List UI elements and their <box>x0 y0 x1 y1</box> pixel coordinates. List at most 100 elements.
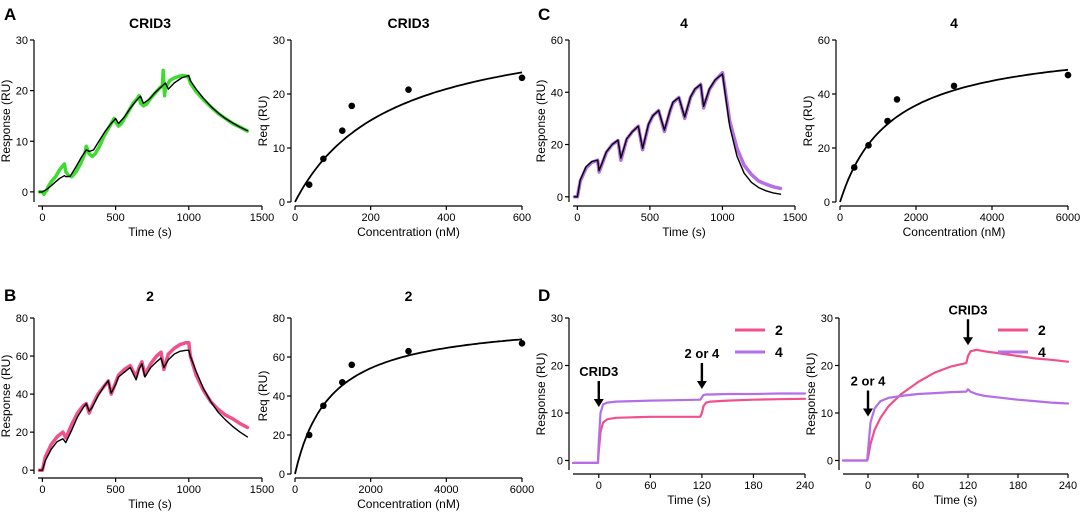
y-tick-label-c2-2: 40 <box>818 89 830 101</box>
chart-title-a1: CRID3 <box>129 15 171 31</box>
series-line-d1-2 <box>571 397 807 464</box>
x-tick-label-a2-0: 0 <box>292 212 298 224</box>
arrow-head-d1-0 <box>593 399 604 407</box>
y-tick-label-b1-0: 0 <box>22 465 28 477</box>
data-point-b2-5 <box>518 340 526 347</box>
chart-title-a2: CRID3 <box>387 15 429 31</box>
fit-curve-a2 <box>294 71 523 203</box>
arrow-head-d2-1 <box>963 337 973 346</box>
x-tick-label-c2-1: 2000 <box>904 212 928 224</box>
x-tick-label-b1-3: 1500 <box>250 484 274 496</box>
series-line-c1-fit <box>573 73 782 198</box>
panel-letter-d: D <box>538 286 550 305</box>
annotation-label-d2-0: 2 or 4 <box>851 374 886 389</box>
y-tick-label-b1-1: 20 <box>16 427 28 439</box>
y-tick-label-b1-4: 80 <box>16 313 28 325</box>
series-line-d2-4 <box>841 388 1070 462</box>
x-tick-label-a1-1: 500 <box>106 212 124 224</box>
y-tick-label-b2-0: 0 <box>279 469 285 481</box>
y-tick-label-d1-1: 10 <box>551 408 563 420</box>
data-point-c2-3 <box>893 96 901 103</box>
y-tick-label-c1-2: 40 <box>551 87 563 99</box>
y-tick-label-c2-3: 60 <box>818 35 830 47</box>
data-point-b2-3 <box>348 361 356 369</box>
y-tick-label-a2-2: 20 <box>273 89 285 101</box>
y-tick-label-a1-2: 20 <box>16 86 28 98</box>
y-tick-label-b2-3: 60 <box>273 352 285 364</box>
annotation-label-d1-0: CRID3 <box>579 364 618 379</box>
x-tick-label-d2-1: 60 <box>912 480 924 492</box>
x-tick-label-d2-3: 180 <box>1009 480 1027 492</box>
series-line-b1-data <box>37 340 250 472</box>
x-tick-label-b1-2: 1000 <box>177 484 201 496</box>
y-tick-label-a1-0: 0 <box>22 187 28 199</box>
legend-label-d2-2: 2 <box>1038 322 1046 338</box>
y-tick-label-d2-3: 30 <box>821 313 833 325</box>
y-tick-label-d1-0: 0 <box>557 456 563 468</box>
data-point-c2-1 <box>865 142 872 149</box>
data-point-a2-4 <box>405 86 412 93</box>
data-point-c2-0 <box>850 164 858 171</box>
chart-a2: CRID3 0 200 400 600 0 10 20 30 Concentration (nM)… <box>256 15 531 239</box>
x-tick-label-c1-1: 500 <box>641 212 659 224</box>
series-line-a1-fit <box>38 74 249 193</box>
fit-curve-c2 <box>839 68 1069 203</box>
y-axis-label-b1: Response (RU) <box>0 355 13 438</box>
x-tick-label-b1-0: 0 <box>39 484 45 496</box>
data-point-c2-4 <box>950 82 958 90</box>
panel-letter-c: C <box>538 5 550 24</box>
chart-title-c2: 4 <box>950 15 958 31</box>
x-tick-label-a1-3: 1500 <box>250 212 274 224</box>
data-point-a2-3 <box>348 102 356 110</box>
x-tick-label-d1-4: 240 <box>796 480 814 492</box>
y-tick-label-c2-0: 0 <box>824 197 830 209</box>
y-axis-label-a1: Response (RU) <box>0 80 13 163</box>
x-tick-label-d2-0: 0 <box>865 480 871 492</box>
x-tick-label-a2-1: 200 <box>361 212 379 224</box>
x-tick-label-b2-3: 6000 <box>510 484 534 496</box>
x-axis-label-a1: Time (s) <box>128 225 172 239</box>
data-point-b2-2 <box>338 379 346 386</box>
y-tick-label-b2-4: 80 <box>273 313 285 325</box>
y-tick-label-b2-1: 20 <box>273 430 285 442</box>
x-tick-label-d1-2: 120 <box>693 480 711 492</box>
y-axis-label-d1: Response (RU) <box>534 353 548 436</box>
arrow-head-d2-0 <box>863 408 873 417</box>
arrow-head-d1-1 <box>696 380 707 389</box>
y-tick-label-d2-1: 10 <box>821 408 833 420</box>
x-axis-label-d2: Time (s) <box>934 493 978 507</box>
x-tick-label-d1-0: 0 <box>596 480 602 492</box>
data-point-a2-1 <box>320 155 327 163</box>
chart-d2: 0 60 120 180 240 0 10 20 30 Time (s) Response (RU)… <box>804 302 1077 507</box>
chart-a1: CRID3 0 500 1000 1500 0 10 20 30 Time (s) Response… <box>0 15 274 239</box>
x-axis-label-c2: Concentration (nM) <box>903 225 1006 239</box>
x-tick-label-c2-0: 0 <box>837 212 843 224</box>
y-tick-label-c2-1: 20 <box>818 143 830 155</box>
y-axis-label-b2: Req (RU) <box>256 371 270 422</box>
x-axis-label-c1: Time (s) <box>662 225 706 239</box>
series-line-d1-4 <box>571 392 807 464</box>
data-point-a2-2 <box>338 127 346 135</box>
x-tick-label-d2-4: 240 <box>1059 480 1077 492</box>
chart-title-b2: 2 <box>405 288 413 304</box>
y-tick-label-b1-2: 40 <box>16 389 28 401</box>
x-tick-label-a1-2: 1000 <box>177 212 201 224</box>
y-tick-label-a1-3: 30 <box>16 35 28 47</box>
x-tick-label-c2-3: 6000 <box>1056 212 1080 224</box>
legend-label-d1-4: 4 <box>775 344 783 360</box>
chart-title-b1: 2 <box>146 288 154 304</box>
data-point-b2-0 <box>305 431 313 439</box>
x-tick-label-a2-2: 400 <box>437 212 455 224</box>
x-tick-label-c1-3: 1500 <box>783 212 807 224</box>
x-tick-label-d1-3: 180 <box>744 480 762 492</box>
x-tick-label-d2-2: 120 <box>959 480 977 492</box>
data-point-c2-2 <box>884 117 891 125</box>
chart-title-c1: 4 <box>680 15 688 31</box>
x-axis-label-b1: Time (s) <box>128 497 172 511</box>
